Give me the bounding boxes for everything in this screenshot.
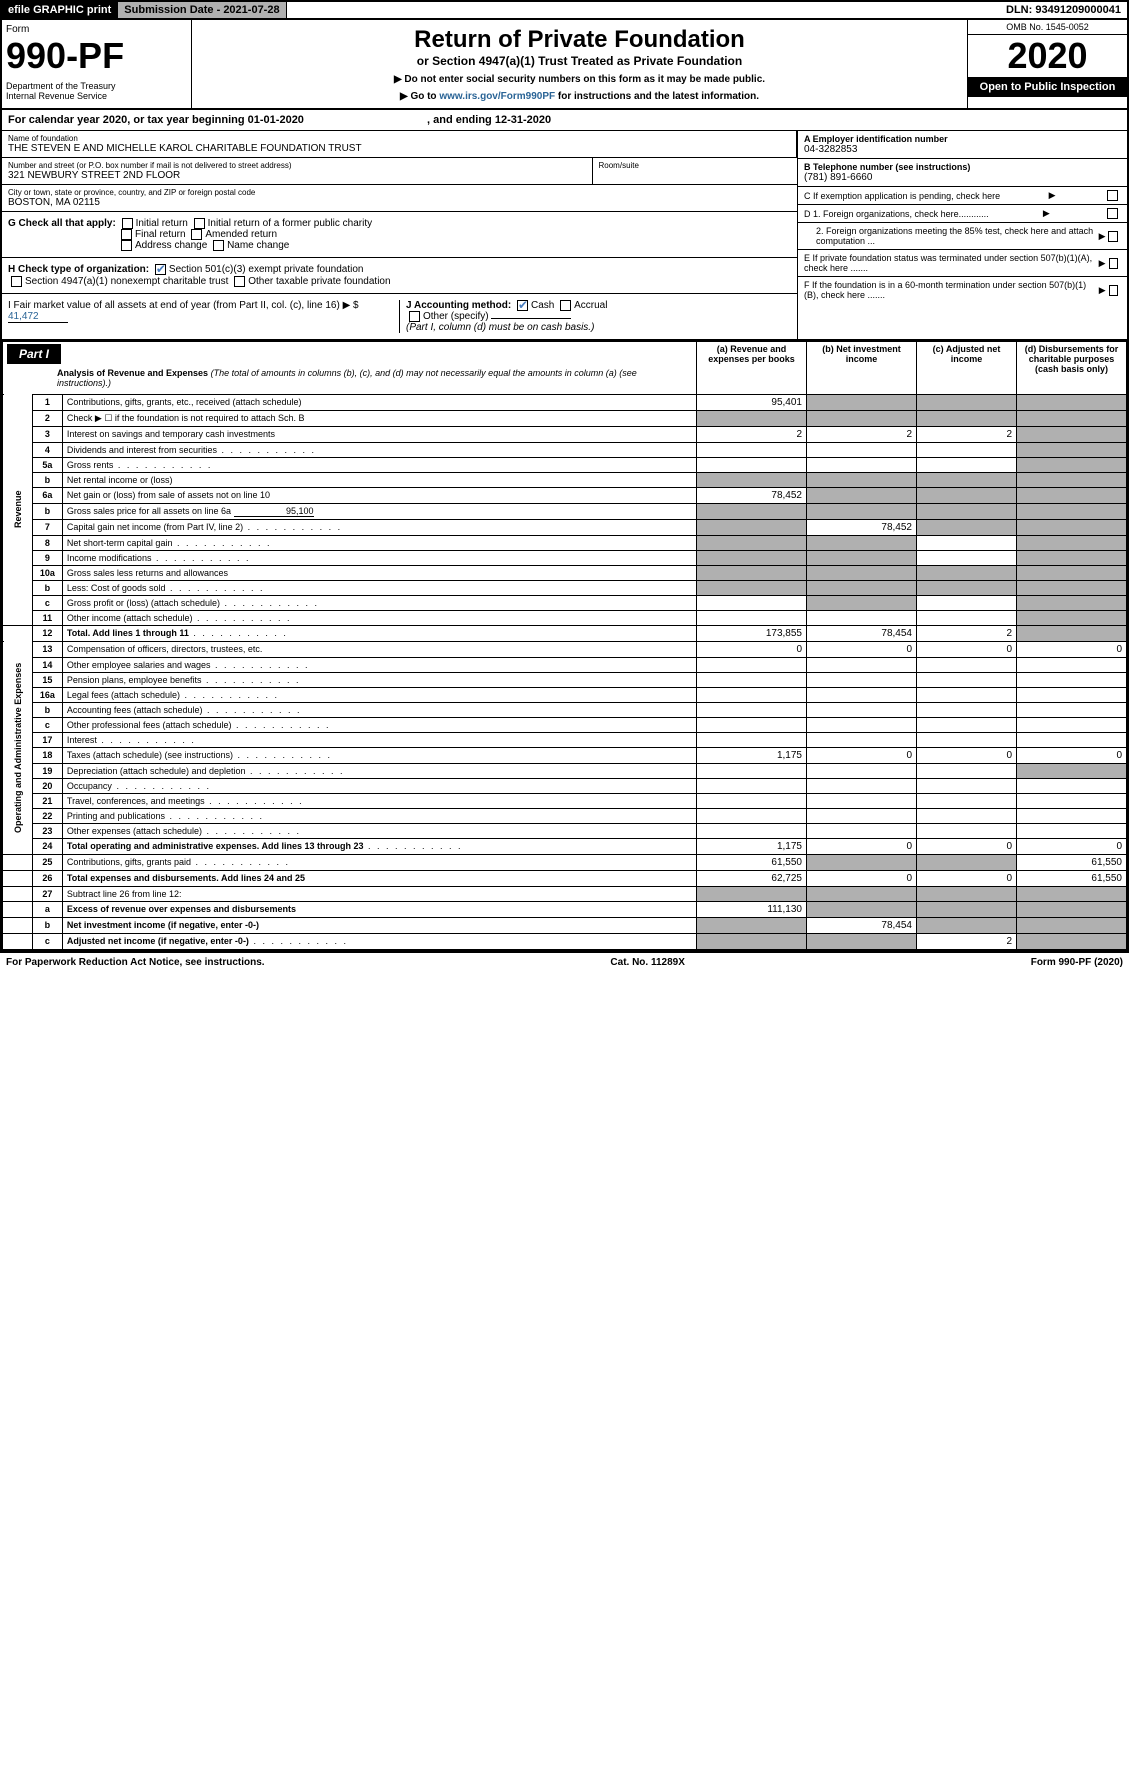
chk-501c3[interactable] [155, 264, 166, 275]
col-c-hdr: (c) Adjusted net income [917, 341, 1017, 394]
calendar-year-row: For calendar year 2020, or tax year begi… [0, 110, 1129, 131]
chk-c[interactable] [1107, 190, 1118, 201]
chk-initial-return[interactable] [122, 218, 133, 229]
phone: (781) 891-6660 [804, 172, 872, 183]
chk-name-change[interactable] [213, 240, 224, 251]
omb-number: OMB No. 1545-0052 [968, 20, 1127, 35]
page-footer: For Paperwork Reduction Act Notice, see … [0, 952, 1129, 972]
section-h: H Check type of organization: Section 50… [2, 258, 797, 293]
ein-label: A Employer identification number [804, 134, 948, 144]
cat-no: Cat. No. 11289X [610, 957, 684, 968]
section-e: E If private foundation status was termi… [804, 253, 1099, 273]
fmv-assets: 41,472 [8, 311, 68, 323]
chk-initial-former[interactable] [194, 218, 205, 229]
address: 321 NEWBURY STREET 2ND FLOOR [8, 170, 586, 181]
form-ref: Form 990-PF (2020) [1031, 957, 1123, 968]
form-title: Return of Private Foundation [198, 26, 961, 54]
note-ssn: ▶ Do not enter social security numbers o… [198, 74, 961, 85]
form-label: Form [6, 24, 187, 35]
chk-address-change[interactable] [121, 240, 132, 251]
entity-info: Name of foundation THE STEVEN E AND MICH… [0, 131, 1129, 341]
chk-cash[interactable] [517, 300, 528, 311]
part-1: Part I Analysis of Revenue and Expenses … [0, 341, 1129, 952]
analysis-table: Part I Analysis of Revenue and Expenses … [2, 341, 1127, 950]
ein: 04-3282853 [804, 144, 857, 155]
form-subtitle: or Section 4947(a)(1) Trust Treated as P… [198, 54, 961, 68]
room-label: Room/suite [599, 161, 792, 170]
col-d-hdr: (d) Disbursements for charitable purpose… [1017, 341, 1127, 394]
chk-f[interactable] [1109, 285, 1118, 296]
part-tab: Part I [7, 344, 61, 364]
section-g: G Check all that apply: Initial return I… [2, 212, 797, 258]
submission-date: Submission Date - 2021-07-28 [118, 2, 286, 18]
year-box: OMB No. 1545-0052 2020 Open to Public In… [967, 20, 1127, 108]
form-number: 990-PF [6, 35, 187, 77]
dept-treasury: Department of the Treasury Internal Reve… [6, 81, 187, 101]
chk-e[interactable] [1109, 258, 1118, 269]
phone-label: B Telephone number (see instructions) [804, 162, 970, 172]
section-i-j: I Fair market value of all assets at end… [2, 294, 797, 339]
chk-accrual[interactable] [560, 300, 571, 311]
foundation-name: THE STEVEN E AND MICHELLE KAROL CHARITAB… [8, 143, 790, 154]
irs-link[interactable]: www.irs.gov/Form990PF [439, 91, 555, 102]
chk-4947[interactable] [11, 276, 22, 287]
efile-label: efile GRAPHIC print [2, 2, 118, 18]
chk-other-taxable[interactable] [234, 276, 245, 287]
top-bar: efile GRAPHIC print Submission Date - 20… [0, 0, 1129, 20]
revenue-label: Revenue [3, 394, 33, 625]
tax-year: 2020 [968, 35, 1127, 77]
city-state-zip: BOSTON, MA 02115 [8, 197, 791, 208]
open-inspection: Open to Public Inspection [968, 77, 1127, 97]
chk-d2[interactable] [1108, 231, 1118, 242]
expenses-label: Operating and Administrative Expenses [3, 641, 33, 854]
col-a-hdr: (a) Revenue and expenses per books [697, 341, 807, 394]
chk-amended[interactable] [191, 229, 202, 240]
title-box: Return of Private Foundation or Section … [192, 20, 967, 108]
analysis-title: Analysis of Revenue and Expenses [57, 368, 208, 378]
section-d1: D 1. Foreign organizations, check here..… [804, 209, 989, 219]
form-number-box: Form 990-PF Department of the Treasury I… [2, 20, 192, 108]
chk-other-method[interactable] [409, 311, 420, 322]
form-header: Form 990-PF Department of the Treasury I… [0, 20, 1129, 110]
paperwork-notice: For Paperwork Reduction Act Notice, see … [6, 957, 265, 968]
name-label: Name of foundation [8, 134, 790, 143]
section-f: F If the foundation is in a 60-month ter… [804, 280, 1099, 300]
dln: DLN: 93491209000041 [1000, 2, 1127, 18]
col-b-hdr: (b) Net investment income [807, 341, 917, 394]
city-label: City or town, state or province, country… [8, 188, 791, 197]
addr-label: Number and street (or P.O. box number if… [8, 161, 586, 170]
section-c: C If exemption application is pending, c… [804, 191, 1000, 201]
chk-final-return[interactable] [121, 229, 132, 240]
note-link: ▶ Go to www.irs.gov/Form990PF for instru… [198, 91, 961, 102]
section-d2: 2. Foreign organizations meeting the 85%… [804, 226, 1099, 246]
chk-d1[interactable] [1107, 208, 1118, 219]
